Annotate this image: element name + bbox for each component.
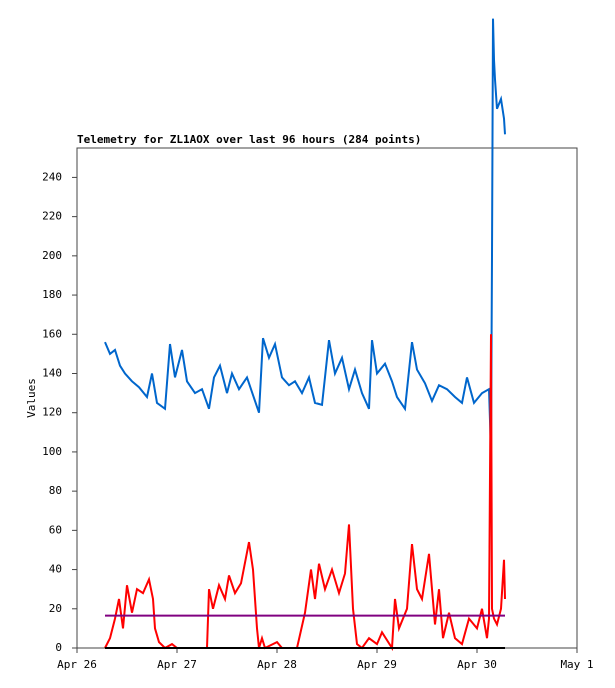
y-tick-label: 140 (42, 366, 62, 379)
y-tick-label: 20 (49, 602, 62, 615)
y-tick-label: 80 (49, 484, 62, 497)
y-tick-label: 40 (49, 563, 62, 576)
y-tick-label: 120 (42, 406, 62, 419)
x-tick-label: Apr 26 (57, 658, 97, 671)
y-tick-label: 180 (42, 288, 62, 301)
series-line (104, 334, 506, 652)
y-tick-label: 220 (42, 210, 62, 223)
plot-frame (76, 147, 578, 649)
chart-title: Telemetry for ZL1AOX over last 96 hours … (77, 133, 421, 146)
x-tick-label: Apr 28 (257, 658, 297, 671)
y-tick-label: 100 (42, 445, 62, 458)
y-axis-label: Values (25, 378, 38, 418)
series-line (104, 18, 506, 452)
x-tick-label: Apr 29 (357, 658, 397, 671)
y-tick-label: 0 (55, 641, 62, 654)
x-tick-label: May 1 (560, 658, 593, 671)
y-tick-label: 60 (49, 523, 62, 536)
y-tick-label: 240 (42, 170, 62, 183)
x-tick-label: Apr 27 (157, 658, 197, 671)
y-tick-label: 160 (42, 327, 62, 340)
x-tick-label: Apr 30 (457, 658, 497, 671)
y-tick-label: 200 (42, 249, 62, 262)
